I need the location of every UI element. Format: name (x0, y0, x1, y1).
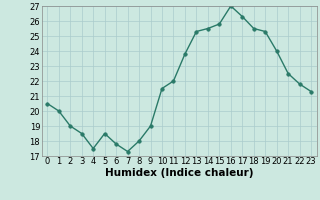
X-axis label: Humidex (Indice chaleur): Humidex (Indice chaleur) (105, 168, 253, 178)
